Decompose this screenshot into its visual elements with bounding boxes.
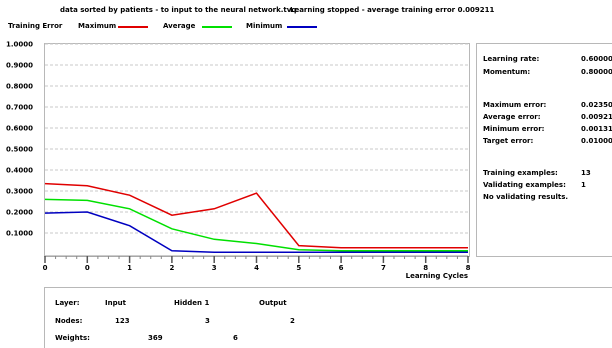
window-title: data sorted by patients - to input to th… (60, 6, 297, 14)
learning-rate-label: Learning rate: (483, 55, 540, 63)
momentum-value: 0.800000 (581, 68, 612, 76)
x-tick-label: 8 (466, 264, 471, 272)
nodes-input: 123 (115, 317, 130, 325)
learning-rate-value: 0.600000 (581, 55, 612, 63)
x-tick-label: 6 (339, 264, 344, 272)
max-error-value: 0.023504 (581, 101, 612, 109)
y-tick-label: 1.0000 (6, 41, 33, 49)
max-error-label: Maximum error: (483, 101, 547, 109)
nodes-hidden-1: 3 (205, 317, 210, 325)
no-validating-results: No validating results. (483, 193, 569, 201)
validating-examples-label: Validating examples: (483, 181, 566, 189)
layer-hidden-1: Hidden 1 (174, 299, 210, 307)
momentum-label: Momentum: (483, 68, 531, 76)
legend-swatch-maximum (118, 26, 148, 28)
legend-label-average: Average (163, 22, 196, 30)
x-tick-label: 1 (127, 264, 132, 272)
y-tick-label: 0.6000 (6, 125, 33, 133)
training-examples-label: Training examples: (483, 169, 558, 177)
y-tick-label: 0.7000 (6, 104, 33, 112)
x-tick-label: 4 (254, 264, 259, 272)
target-error-label: Target error: (483, 137, 534, 145)
y-tick-label: 0.2000 (6, 209, 33, 217)
network-structure-panel: Layer: Input Hidden 1 Output Nodes: 123 … (44, 287, 612, 348)
x-tick-label: 3 (212, 264, 217, 272)
legend-swatch-minimum (287, 26, 317, 28)
layer-label: Layer: (55, 299, 80, 307)
y-tick-label: 0.9000 (6, 62, 33, 70)
x-tick-label: 0 (43, 264, 48, 272)
legend-swatch-average (202, 26, 232, 28)
y-tick-label: 0.5000 (6, 146, 33, 154)
x-tick-label: 7 (381, 264, 386, 272)
y-tick-label: 0.3000 (6, 188, 33, 196)
avg-error-label: Average error: (483, 113, 541, 121)
training-status: Learning stopped - average training erro… (290, 6, 495, 14)
weights-input-hidden: 369 (148, 334, 163, 342)
layer-input: Input (105, 299, 126, 307)
min-error-label: Minimum error: (483, 125, 545, 133)
series-line-average (44, 198, 468, 252)
legend-title: Training Error (8, 22, 63, 30)
x-axis-label: Learning Cycles (406, 272, 468, 280)
weights-hidden-output: 6 (233, 334, 238, 342)
x-tick-label: 0 (85, 264, 90, 272)
y-tick-label: 0.8000 (6, 83, 33, 91)
training-error-chart: 0.1000 0.2000 0.3000 0.4000 0.5000 0.6000 0.70… (6, 41, 471, 281)
series-line-maximum (44, 182, 468, 249)
x-tick-label: 8 (423, 264, 428, 272)
legend-label-minimum: Minimum (246, 22, 283, 30)
x-tick-label: 2 (169, 264, 174, 272)
nodes-output: 2 (290, 317, 295, 325)
series-line-minimum (44, 211, 468, 254)
avg-error-value: 0.009211 (581, 113, 612, 121)
legend-label-maximum: Maximum (78, 22, 117, 30)
y-tick-label: 0.1000 (6, 230, 33, 238)
min-error-value: 0.001315 (581, 125, 612, 133)
nodes-label: Nodes: (55, 317, 83, 325)
layer-output: Output (259, 299, 287, 307)
x-tick-label: 5 (296, 264, 301, 272)
stats-panel: Learning rate: 0.600000 Momentum: 0.8000… (476, 43, 612, 257)
training-examples-value: 13 (581, 169, 591, 177)
y-tick-label: 0.4000 (6, 167, 33, 175)
weights-label: Weights: (55, 334, 90, 342)
validating-examples-value: 1 (581, 181, 586, 189)
target-error-value: 0.010000 (581, 137, 612, 145)
